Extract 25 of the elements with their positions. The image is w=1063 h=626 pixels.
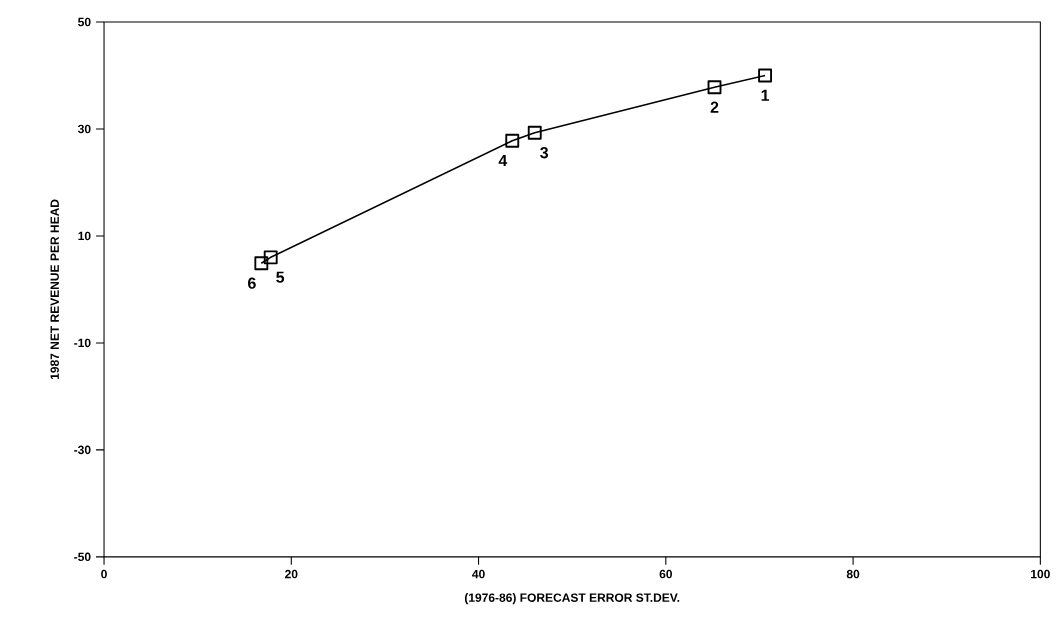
y-tick-label: 10 [78,231,91,241]
x-axis-title: (1976-86) FORECAST ERROR ST.DEV. [464,592,680,605]
x-tick-label: 0 [101,569,107,579]
x-tick-label: 60 [659,569,673,579]
y-tick-label: 50 [78,17,91,27]
y-axis-title: 1987 NET REVENUE PER HEAD [50,199,59,379]
annotation: 4 [498,154,508,166]
point [527,125,542,140]
annotation: 3 [540,146,549,159]
annotation: 5 [276,271,285,283]
point [505,133,520,148]
point [758,68,773,83]
y-tick-label: -30 [74,445,91,455]
annotation: 1 [761,89,770,101]
y-tick-label: -10 [74,338,91,348]
annotation: 6 [248,277,256,289]
x-tick-label: 100 [1031,569,1050,579]
annotation: 2 [710,101,719,113]
y-tick-label: -50 [74,552,91,562]
x-tick-label: 80 [846,569,860,579]
x-tick-label: 40 [472,569,485,579]
point [707,80,722,95]
y-tick-label: 30 [77,124,91,134]
x-tick-label: 20 [285,569,298,579]
point [254,256,269,271]
